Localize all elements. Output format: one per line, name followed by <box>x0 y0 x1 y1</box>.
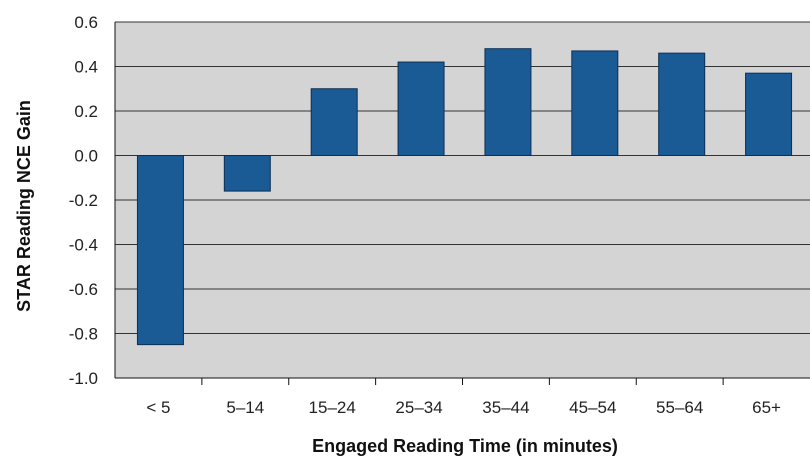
bar-2 <box>310 88 358 156</box>
bar-4 <box>484 48 532 157</box>
axes <box>114 22 810 385</box>
x-tick-label: < 5 <box>146 398 170 417</box>
x-tick-label: 15–24 <box>309 398 356 417</box>
x-tick-label: 25–34 <box>395 398 442 417</box>
bar-7 <box>745 72 793 156</box>
x-tick-label: 5–14 <box>226 398 264 417</box>
y-axis-title: STAR Reading NCE Gain <box>14 100 34 312</box>
bar-0 <box>136 155 184 346</box>
bar-3 <box>397 61 445 156</box>
y-tick-label: -1.0 <box>69 369 98 388</box>
y-tick-label: 0.6 <box>74 13 98 32</box>
y-tick-labels: 0.6 0.4 0.2 0.0 -0.2 -0.4 -0.6 -0.8 -1.0 <box>69 13 98 388</box>
x-tick-label: 35–44 <box>482 398 529 417</box>
y-tick-label: 0.4 <box>74 58 98 77</box>
x-axis-title: Engaged Reading Time (in minutes) <box>312 436 618 456</box>
y-tick-label: -0.4 <box>69 236 98 255</box>
x-tick-label: 65+ <box>752 398 781 417</box>
x-tick-labels: < 5 5–14 15–24 25–34 35–44 45–54 55–64 65+ <box>146 398 781 417</box>
bars <box>136 48 793 346</box>
y-tick-label: 0.2 <box>74 102 98 121</box>
y-tick-label: 0.0 <box>74 147 98 166</box>
bar-5 <box>571 50 619 156</box>
bar-6 <box>658 52 706 156</box>
y-tick-label: -0.2 <box>69 191 98 210</box>
bar-1 <box>223 155 271 192</box>
x-tick-label: 45–54 <box>569 398 616 417</box>
y-tick-label: -0.6 <box>69 280 98 299</box>
x-tick-label: 55–64 <box>656 398 703 417</box>
y-tick-label: -0.8 <box>69 325 98 344</box>
